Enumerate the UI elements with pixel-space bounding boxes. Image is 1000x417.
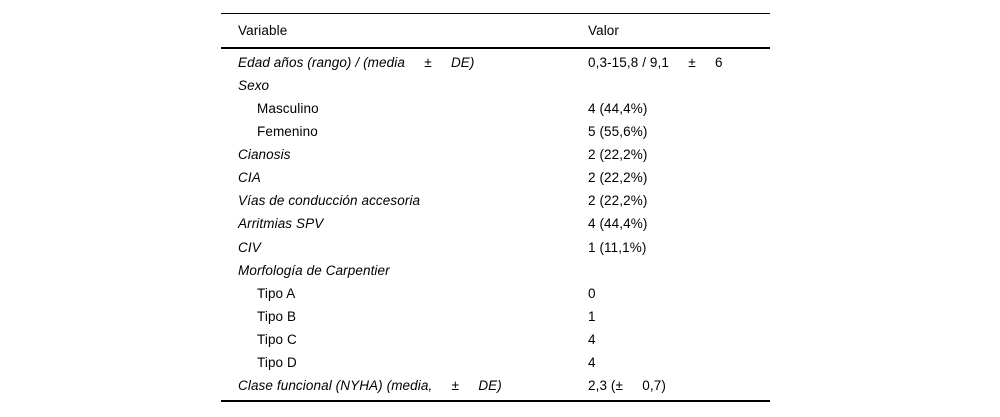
row-value: 4 — [588, 355, 596, 371]
row-label: CIV — [238, 239, 261, 255]
row-value: 2 (22,2%) — [588, 147, 648, 163]
row-label: Tipo A — [257, 285, 296, 301]
row-label: Masculino — [257, 100, 319, 116]
row-value: 4 (44,4%) — [588, 216, 648, 232]
table-row: Tipo A 0 — [221, 282, 770, 305]
row-value: 2 (22,2%) — [588, 170, 648, 186]
row-value: 0 — [588, 285, 596, 301]
row-value: 1 — [588, 308, 596, 324]
row-value: 4 — [588, 331, 596, 347]
table-row: Arritmias SPV 4 (44,4%) — [221, 213, 770, 236]
table-row: Morfología de Carpentier — [221, 259, 770, 282]
table-row: CIA 2 (22,2%) — [221, 166, 770, 189]
table-row: Femenino 5 (55,6%) — [221, 120, 770, 143]
table-row: Masculino 4 (44,4%) — [221, 97, 770, 120]
table-row: Clase funcional (NYHA) (media, ± DE) 2,3 … — [221, 374, 770, 397]
row-label: Edad años (rango) / (media ± DE) — [238, 54, 475, 70]
table-header: Variable Valor — [221, 13, 770, 49]
row-label: CIA — [238, 170, 261, 186]
row-label: Vías de conducción accesoria — [238, 193, 421, 209]
table-row: Sexo — [221, 74, 770, 97]
row-label: Tipo B — [257, 308, 297, 324]
row-value: 2 (22,2%) — [588, 193, 648, 209]
table-row: Tipo C 4 — [221, 328, 770, 351]
variables-table: Variable Valor Edad años (rango) / (medi… — [221, 13, 770, 403]
row-value: 1 (11,1%) — [588, 239, 647, 255]
row-label: Tipo C — [257, 331, 297, 347]
row-label: Morfología de Carpentier — [238, 262, 390, 278]
row-value: 5 (55,6%) — [588, 124, 648, 140]
table-row: Cianosis 2 (22,2%) — [221, 143, 770, 166]
row-label: Arritmias SPV — [238, 216, 324, 232]
column-header-valor: Valor — [588, 22, 620, 38]
row-label: Cianosis — [238, 147, 291, 163]
table-row: CIV 1 (11,1%) — [221, 236, 770, 259]
row-value: 0,3-15,8 / 9,1 ± 6 — [588, 54, 723, 70]
row-label: Sexo — [238, 77, 270, 93]
row-label: Clase funcional (NYHA) (media, ± DE) — [238, 378, 502, 394]
column-header-variable: Variable — [238, 22, 288, 38]
row-value: 2,3 (± 0,7) — [588, 378, 666, 394]
row-label: Femenino — [257, 124, 318, 140]
row-label: Tipo D — [257, 355, 297, 371]
row-value: 4 (44,4%) — [588, 100, 648, 116]
table-body: Edad años (rango) / (media ± DE) 0,3-15,8… — [221, 49, 770, 403]
table-row: Edad años (rango) / (media ± DE) 0,3-15,8… — [221, 51, 770, 74]
table-row: Vías de conducción accesoria 2 (22,2%) — [221, 190, 770, 213]
table-row: Tipo B 1 — [221, 305, 770, 328]
table-row: Tipo D 4 — [221, 351, 770, 374]
